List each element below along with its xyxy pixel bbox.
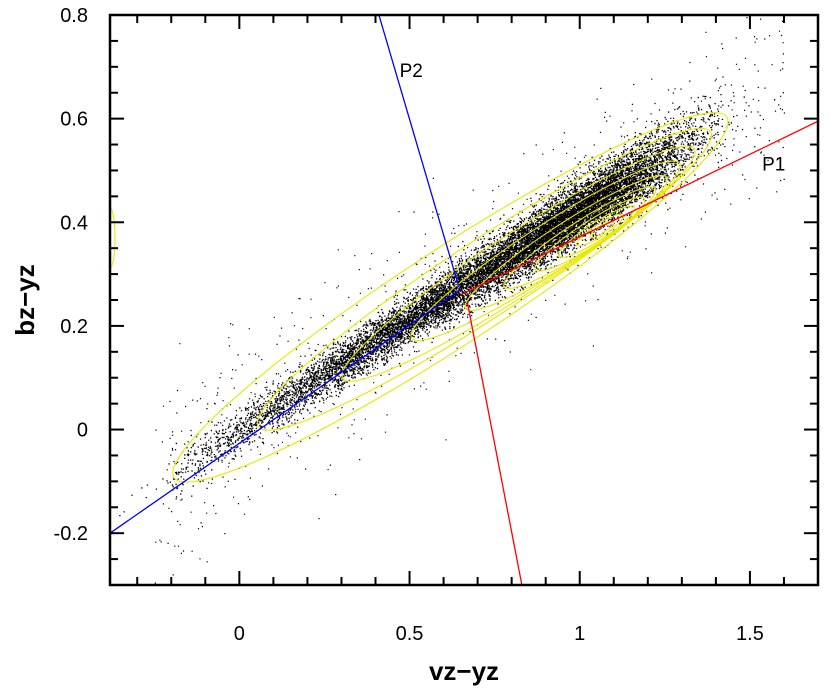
y-tick-label: 0 bbox=[77, 420, 88, 442]
projection-line-p2 bbox=[110, 289, 461, 534]
contour-ring bbox=[341, 145, 696, 382]
x-tick-label: 1.5 bbox=[736, 623, 764, 645]
scatter-points bbox=[110, 15, 785, 584]
data-points bbox=[110, 15, 785, 584]
contour-ring bbox=[410, 160, 681, 342]
annotations: P1 P2 bbox=[400, 61, 786, 175]
projection-lines bbox=[110, 15, 818, 585]
x-tick-label: 0 bbox=[234, 623, 245, 645]
projection-line-p2 bbox=[378, 15, 460, 288]
x-axis-label: vz−yz bbox=[429, 656, 499, 686]
y-tick-label: 0.2 bbox=[60, 316, 88, 338]
contour-ring bbox=[110, 207, 116, 269]
y-tick-label: 0.8 bbox=[60, 5, 88, 27]
contour-ring bbox=[256, 127, 713, 431]
contour-ring bbox=[558, 205, 636, 258]
x-tick-label: 0.5 bbox=[396, 623, 424, 645]
y-tick-label: -0.2 bbox=[54, 523, 88, 545]
contour-ring bbox=[464, 174, 668, 312]
projection-line-p1 bbox=[466, 302, 523, 585]
y-tick-label: 0.6 bbox=[60, 109, 88, 131]
projection-line-p1 bbox=[460, 120, 818, 296]
contour-ring bbox=[534, 196, 646, 272]
y-axis-label: bz−yz bbox=[10, 264, 40, 336]
contour-ring bbox=[503, 186, 657, 290]
annotation-p1: P1 bbox=[762, 154, 785, 175]
axis-ticks bbox=[110, 14, 819, 586]
density-contours bbox=[110, 112, 729, 585]
annotation-p2: P2 bbox=[400, 61, 423, 82]
y-tick-label: 0.4 bbox=[60, 212, 88, 234]
x-tick-label: 1 bbox=[574, 623, 585, 645]
contour-ring bbox=[172, 112, 729, 483]
tick-labels: 0 0.5 1 1.5 -0.2 0 0.2 0.4 0.6 0.8 bbox=[54, 5, 764, 645]
contour-ring bbox=[575, 213, 625, 247]
